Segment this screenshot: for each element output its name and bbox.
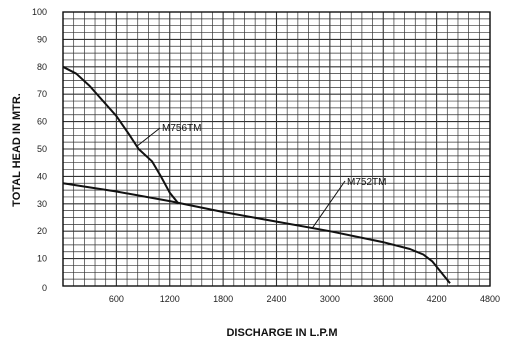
y-tick-label: 70 [37,89,47,99]
y-tick-label: 0 [42,283,47,293]
grid [62,11,491,287]
tick-labels: 600 1200 1800 2400 3000 3600 4200 4800 0 10 20 30 40… [32,7,500,304]
y-tick-label: 100 [32,7,47,17]
series-label-m756tm: M756TM [162,123,201,134]
x-tick-label: 3000 [320,294,340,304]
series-line-m756tm [62,65,180,205]
series-label-m752tm: M752TM [347,177,386,188]
series-line-m752tm [62,182,451,284]
series-lines [62,65,451,284]
y-tick-label: 30 [37,199,47,209]
y-tick-label: 90 [37,34,47,44]
x-tick-label: 600 [109,294,124,304]
x-tick-label: 4800 [480,294,500,304]
x-axis-title: DISCHARGE IN L.P.M [226,327,337,339]
x-tick-label: 2400 [266,294,286,304]
x-tick-label: 1200 [160,294,180,304]
y-tick-label: 50 [37,144,47,154]
y-axis-title: TOTAL HEAD IN MTR. [11,93,23,207]
y-tick-label: 10 [37,254,47,264]
x-tick-label: 3600 [373,294,393,304]
x-tick-label: 1800 [213,294,233,304]
y-tick-label: 40 [37,171,47,181]
y-tick-label: 60 [37,117,47,127]
plot-frame [62,11,491,287]
label-leaders [136,127,346,229]
y-tick-label: 80 [37,62,47,72]
leader-line-m752tm [311,180,346,229]
leader-line-m756tm [136,127,161,147]
x-tick-label: 4200 [427,294,447,304]
y-tick-label: 20 [37,226,47,236]
